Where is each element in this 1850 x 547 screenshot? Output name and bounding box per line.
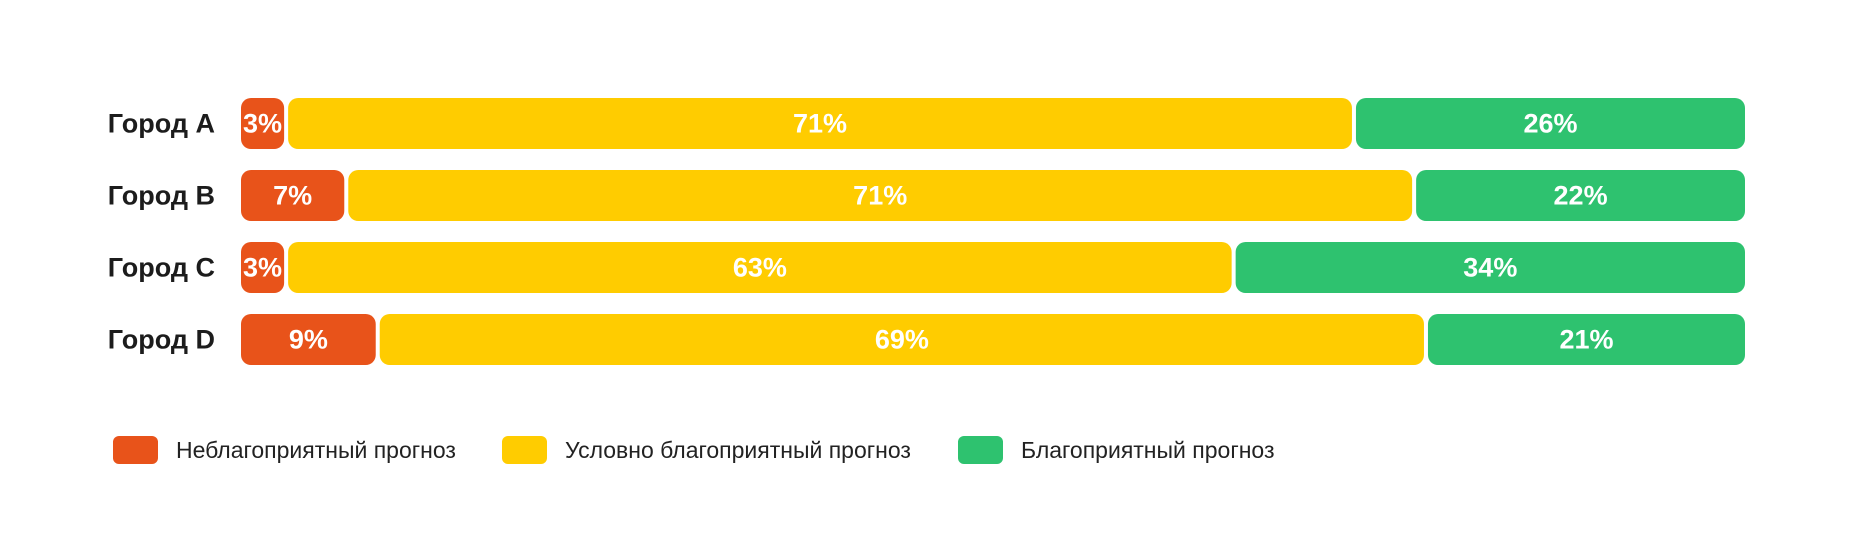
category-labels: Город A Город B Город C Город D — [108, 109, 215, 355]
bar-segment — [288, 98, 1352, 149]
data-label: 71% — [853, 181, 907, 211]
legend: Неблагоприятный прогноз Условно благоприя… — [113, 436, 1274, 464]
legend-label: Благоприятный прогноз — [1021, 437, 1274, 463]
data-label: 63% — [733, 253, 787, 283]
data-label: 71% — [793, 109, 847, 139]
bar-segment — [348, 170, 1413, 221]
data-label: 69% — [875, 325, 929, 355]
data-label: 22% — [1554, 181, 1608, 211]
legend-swatch — [958, 436, 1003, 464]
legend-swatch — [502, 436, 547, 464]
data-label: 7% — [273, 181, 312, 211]
category-label: Город D — [108, 325, 215, 355]
bar-segment — [1416, 170, 1745, 221]
data-label: 3% — [243, 109, 282, 139]
bar-segment — [241, 98, 285, 149]
bar-segment — [379, 314, 1424, 365]
data-label: 21% — [1559, 325, 1613, 355]
bar-segment — [241, 242, 285, 293]
legend-label: Неблагоприятный прогноз — [176, 437, 456, 463]
legend-label: Условно благоприятный прогноз — [565, 437, 911, 463]
data-label: 34% — [1463, 253, 1517, 283]
data-label: 9% — [289, 325, 328, 355]
bar-segment — [241, 170, 345, 221]
category-label: Город B — [108, 181, 215, 211]
category-label: Город C — [108, 253, 215, 283]
bar-segment — [241, 314, 376, 365]
bars-area: 3% 71% 26% 7% 71% 22% 3% 63% 34% 9% 69% 21% — [241, 98, 1745, 365]
bar-segment — [288, 242, 1232, 293]
bar-segment — [1355, 98, 1745, 149]
data-label: 26% — [1523, 109, 1577, 139]
data-label: 3% — [243, 253, 282, 283]
bar-segment — [1235, 242, 1745, 293]
legend-swatch — [113, 436, 158, 464]
bar-segment — [1427, 314, 1745, 365]
category-label: Город A — [108, 109, 215, 139]
